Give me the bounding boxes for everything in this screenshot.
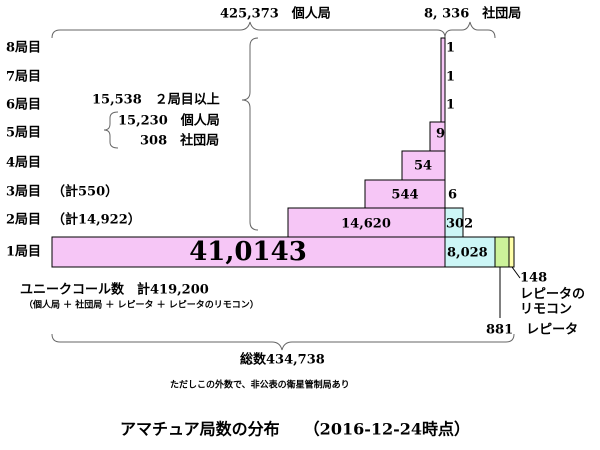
second-plus-club: 308 社団局 xyxy=(140,133,219,149)
row-note: （計14,922） xyxy=(52,212,141,228)
brace-bottom xyxy=(51,333,515,351)
header-club: 8, 336 社団局 xyxy=(424,6,521,22)
row-label: 3局目 xyxy=(6,185,41,200)
remote-label-line: リモコン xyxy=(520,302,572,317)
bar-label: 41,0143 xyxy=(189,237,307,267)
footnote: ただしこの外数で、非公表の衛星管制局あり xyxy=(170,379,350,391)
bar-label: 8,028 xyxy=(447,246,488,261)
header-individual: 425,373 個人局 xyxy=(220,6,331,22)
bar-individual xyxy=(364,179,446,209)
row-label: 8局目 xyxy=(6,41,41,56)
bar-label: 1 xyxy=(446,41,455,56)
bar-club xyxy=(444,236,496,268)
bar-repeater xyxy=(494,236,510,268)
row-label: 7局目 xyxy=(6,70,41,85)
bar-individual xyxy=(287,207,446,238)
row-label: 2局目 xyxy=(6,213,41,228)
bar-label: 9 xyxy=(436,127,445,142)
bar-label: 1 xyxy=(446,98,455,113)
bar-label: 544 xyxy=(391,188,418,203)
row-label: 1局目 xyxy=(6,245,41,260)
unique-note: （個人局 ＋ 社団局 ＋ レピータ ＋ レピータのリモコン） xyxy=(24,299,259,311)
repeater-label: 881 レピータ xyxy=(486,323,578,338)
brace-top-club xyxy=(444,21,496,39)
brace-small xyxy=(103,111,119,149)
title: アマチュア局数の分布 （2016-12-24時点） xyxy=(120,420,470,439)
brace-top-individual xyxy=(51,21,446,39)
bar-label: 14,620 xyxy=(341,217,391,232)
bar-label: 1 xyxy=(446,70,455,85)
bar-label: 54 xyxy=(414,159,432,174)
brace-left xyxy=(241,37,259,231)
row-label: 5局目 xyxy=(6,126,41,141)
second-plus-total: 15,538 ２局目以上 xyxy=(92,93,220,108)
second-plus-individual: 15,230 個人局 xyxy=(118,113,220,129)
unique-label: ユニークコール数 計419,200 xyxy=(20,282,209,298)
bar-individual xyxy=(401,150,446,181)
row-label: 4局目 xyxy=(6,156,41,171)
total: 総数434,738 xyxy=(240,352,325,368)
remote-label-line: レピータの xyxy=(520,287,585,302)
bar-remote xyxy=(508,236,515,268)
bar-individual xyxy=(440,37,446,123)
row-note: （計550） xyxy=(52,184,118,200)
bar-label: 6 xyxy=(448,188,457,203)
bar-individual xyxy=(51,236,446,268)
remote-label: レピータのリモコン xyxy=(520,287,585,317)
row-label: 6局目 xyxy=(6,98,41,113)
leader-remote xyxy=(511,266,521,279)
bar-label: 302 xyxy=(446,217,473,232)
remote-count: 148 xyxy=(520,271,547,286)
